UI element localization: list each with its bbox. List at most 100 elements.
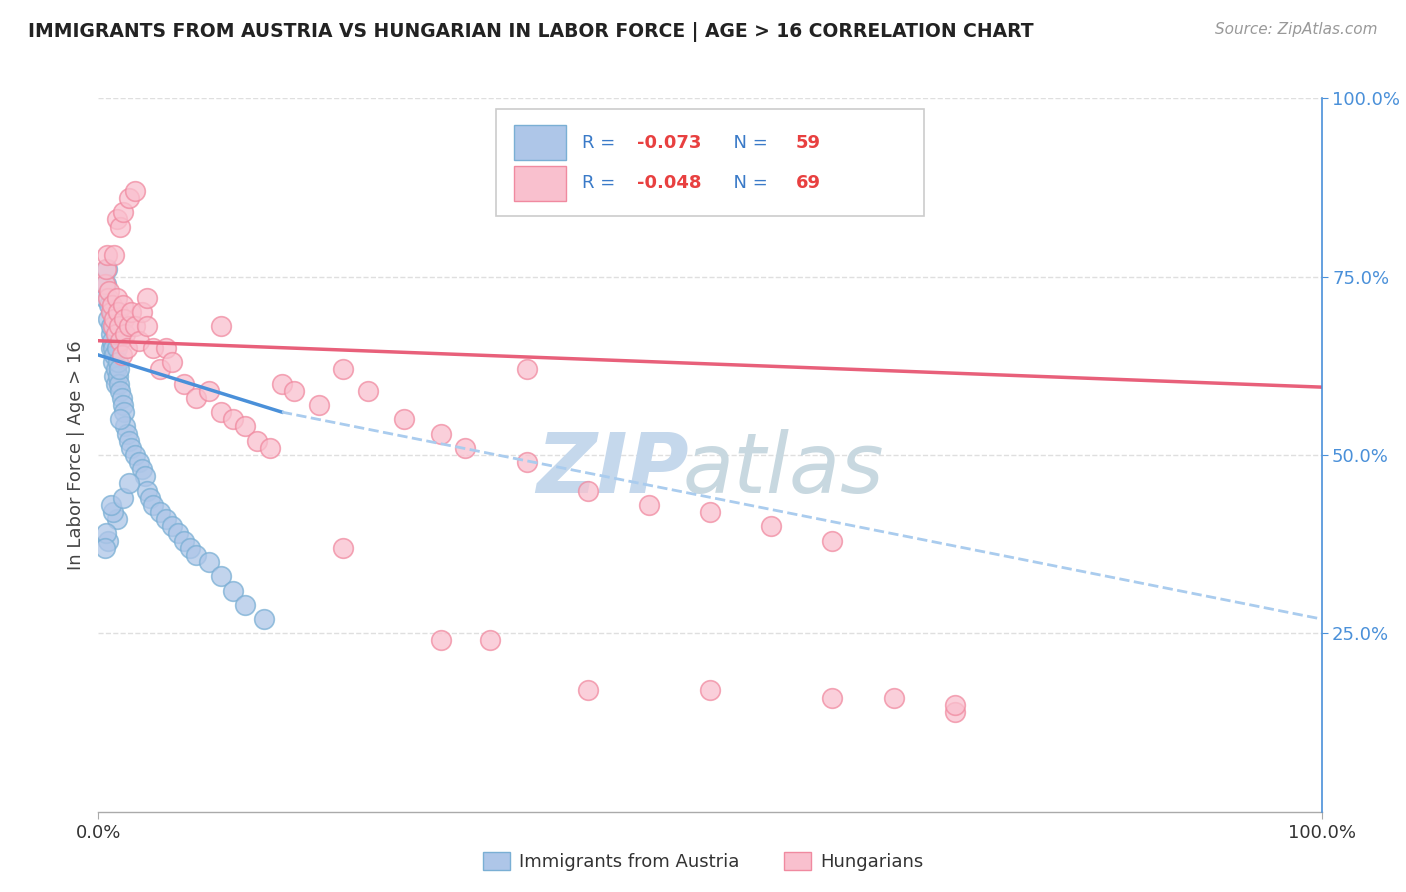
Point xyxy=(114,419,136,434)
Point xyxy=(131,462,153,476)
Point xyxy=(115,341,138,355)
Point xyxy=(100,498,122,512)
Point xyxy=(105,512,128,526)
Point xyxy=(105,291,128,305)
Point xyxy=(105,326,128,341)
Text: ZIP: ZIP xyxy=(536,429,689,509)
Point xyxy=(883,690,905,705)
Point xyxy=(107,369,129,384)
FancyBboxPatch shape xyxy=(496,109,924,216)
Point xyxy=(186,391,208,405)
Point xyxy=(149,362,172,376)
Point xyxy=(120,441,142,455)
Point xyxy=(111,398,134,412)
Point xyxy=(515,455,537,469)
Y-axis label: In Labor Force | Age > 16: In Labor Force | Age > 16 xyxy=(66,340,84,570)
Point xyxy=(104,376,127,391)
Point xyxy=(100,319,122,334)
Point xyxy=(209,569,232,583)
Point xyxy=(108,362,131,376)
Point xyxy=(98,298,121,312)
Point xyxy=(167,526,190,541)
Point xyxy=(124,448,146,462)
Point xyxy=(308,398,330,412)
Point xyxy=(108,376,131,391)
Point xyxy=(104,362,127,376)
Point xyxy=(430,426,453,441)
Point xyxy=(101,341,124,355)
Point xyxy=(98,284,121,298)
Point xyxy=(155,341,177,355)
Point xyxy=(100,341,122,355)
Point xyxy=(112,312,135,326)
Point xyxy=(149,505,172,519)
Point xyxy=(93,541,115,555)
Point xyxy=(108,319,131,334)
Point xyxy=(114,326,136,341)
Point xyxy=(392,412,416,426)
Point xyxy=(270,376,294,391)
Text: 69: 69 xyxy=(796,175,821,193)
Point xyxy=(136,319,159,334)
FancyBboxPatch shape xyxy=(515,166,565,201)
Point xyxy=(94,262,117,277)
Text: atlas: atlas xyxy=(682,429,884,509)
Point xyxy=(105,312,128,326)
Point xyxy=(111,491,134,505)
Point xyxy=(699,683,721,698)
Text: R =: R = xyxy=(582,175,620,193)
Legend: Immigrants from Austria, Hungarians: Immigrants from Austria, Hungarians xyxy=(475,845,931,879)
Point xyxy=(112,405,135,419)
Point xyxy=(118,191,141,205)
Point xyxy=(107,305,129,319)
Point xyxy=(943,698,966,712)
Point xyxy=(233,598,256,612)
Point xyxy=(100,305,122,319)
Point xyxy=(97,312,120,326)
Point xyxy=(103,369,125,384)
Point xyxy=(94,526,117,541)
Point xyxy=(128,334,150,348)
Text: N =: N = xyxy=(723,175,773,193)
Point xyxy=(93,291,115,305)
Text: 59: 59 xyxy=(796,134,821,152)
Point xyxy=(821,533,844,548)
Point xyxy=(761,519,783,533)
Point xyxy=(94,277,117,291)
Point xyxy=(96,262,118,277)
Point xyxy=(222,583,245,598)
Point xyxy=(103,312,125,326)
Point xyxy=(197,384,219,398)
Point xyxy=(115,426,138,441)
Point xyxy=(107,355,129,369)
Point xyxy=(233,419,256,434)
Point xyxy=(136,483,159,498)
Point xyxy=(332,362,354,376)
Point xyxy=(105,212,128,227)
Text: R =: R = xyxy=(582,134,620,152)
Point xyxy=(173,376,195,391)
Point xyxy=(283,384,305,398)
Point xyxy=(101,505,124,519)
Point xyxy=(222,412,245,426)
Point xyxy=(110,219,132,234)
Point xyxy=(101,355,124,369)
Point xyxy=(943,705,966,719)
Point xyxy=(515,362,537,376)
Point xyxy=(118,476,141,491)
Point xyxy=(101,319,124,334)
Point xyxy=(160,355,183,369)
Point xyxy=(136,291,159,305)
Point xyxy=(111,205,134,219)
Point xyxy=(120,305,142,319)
Point xyxy=(197,555,219,569)
Point xyxy=(821,690,844,705)
Point xyxy=(209,405,232,419)
Point xyxy=(142,341,165,355)
Point xyxy=(576,683,599,698)
Point xyxy=(699,505,721,519)
Point xyxy=(638,498,661,512)
Point xyxy=(160,519,183,533)
Point xyxy=(131,305,153,319)
Point xyxy=(142,498,165,512)
